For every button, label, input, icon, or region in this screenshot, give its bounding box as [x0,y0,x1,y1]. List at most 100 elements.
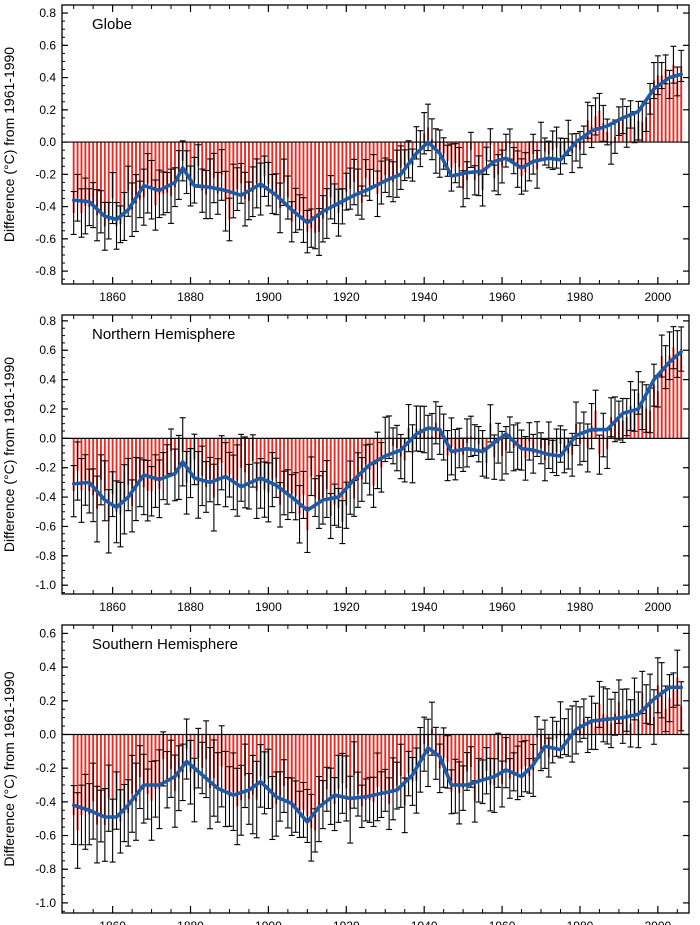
error-bar-1923 [354,771,361,817]
bar-1935 [403,734,406,806]
bar-1876 [173,142,176,188]
bar-1951 [466,142,468,181]
error-bar-1920 [343,755,350,822]
error-bar-1927 [370,463,377,508]
error-bar-1852 [78,188,85,238]
error-bar-1900 [265,161,272,207]
error-bar-1936 [405,750,412,797]
error-bar-2003 [666,69,673,99]
y-tick-label: -1.0 [35,896,56,910]
error-bar-1886 [210,463,217,532]
error-bar-1855 [90,762,97,840]
error-bar-1919 [339,188,346,225]
bar-1893 [240,142,243,184]
error-bar-1911 [308,456,315,497]
error-bar-1932 [390,427,397,465]
error-bar-1954 [475,425,482,463]
bar-1916 [329,142,332,198]
error-bar-1853 [82,454,89,506]
error-bar-1892 [234,167,241,212]
error-bar-1871 [152,454,159,508]
error-bar-1976 [561,718,568,756]
error-bar-1888 [218,435,225,491]
error-bar-1885 [206,747,213,830]
y-tick-label: 0.8 [39,6,56,20]
bar-1921 [349,734,352,810]
error-bar-1931 [386,777,393,831]
bar-1927 [372,734,375,802]
bar-1862 [119,142,122,225]
error-bar-1879 [183,450,190,515]
error-bar-1878 [179,743,186,802]
bar-1895 [247,142,250,201]
bar-1864 [127,734,130,813]
error-bar-1892 [234,444,241,517]
error-bar-1968 [530,133,537,175]
bar-1907 [294,142,297,211]
y-tick-label: 0.4 [39,660,56,674]
error-bar-1921 [347,460,354,515]
error-bar-1895 [245,463,252,510]
error-bar-1855 [90,468,97,523]
bar-1913 [318,438,320,503]
error-bar-1881 [191,156,198,204]
bar-1926 [368,142,371,185]
bar-2006 [680,349,683,439]
y-tick-label: -0.8 [35,264,56,278]
y-tick-label: -0.4 [35,795,56,809]
bar-1953 [473,142,476,181]
bar-1912 [314,438,317,498]
error-bar-1947 [448,417,455,476]
error-bar-1883 [199,741,206,795]
x-tick-label: 1860 [99,600,126,614]
bar-1859 [107,438,110,522]
bar-1999 [653,80,655,143]
error-bar-1990 [615,679,622,724]
error-bar-1962 [506,758,513,799]
error-bar-1993 [627,699,634,748]
error-bar-1935 [401,777,408,834]
error-bar-1869 [144,768,151,820]
error-bar-1996 [639,381,646,431]
error-bar-1972 [545,737,552,778]
error-bar-1994 [631,111,638,144]
bar-2006 [680,65,683,143]
bar-1890 [228,142,231,220]
bar-1908 [298,438,301,515]
error-bar-1896 [249,434,256,488]
error-bar-1985 [596,434,603,475]
error-bar-1985 [596,92,603,129]
y-tick-label: -0.2 [35,461,56,475]
bar-1873 [162,142,165,194]
error-bar-1958 [491,758,498,814]
bar-1901 [271,142,274,194]
error-bar-1939 [417,405,424,453]
error-bar-1894 [242,436,249,509]
error-bar-1872 [156,459,163,519]
error-bar-1957 [487,128,494,162]
bar-1902 [275,142,278,195]
error-bar-1880 [187,165,194,207]
bar-1923 [357,142,359,193]
y-tick-label: -0.4 [35,200,56,214]
bar-1852 [80,734,83,815]
error-bar-1966 [522,740,529,793]
error-bar-1861 [113,201,120,250]
x-tick-label: 1920 [333,600,360,614]
error-bar-2000 [654,657,661,714]
error-bar-1893 [238,433,245,502]
bar-1921 [349,142,352,189]
error-bar-1876 [171,754,178,828]
error-bar-1933 [393,424,400,472]
bar-1903 [279,438,282,505]
error-bar-1921 [347,775,354,844]
error-bar-1986 [600,686,607,743]
error-bar-1945 [440,727,447,788]
bar-1858 [103,734,106,825]
error-bar-1850 [70,465,77,518]
bar-1869 [146,734,149,795]
error-bar-1971 [541,719,548,769]
error-bar-1961 [502,737,509,789]
bar-1853 [84,734,87,812]
error-bar-1926 [366,776,373,823]
